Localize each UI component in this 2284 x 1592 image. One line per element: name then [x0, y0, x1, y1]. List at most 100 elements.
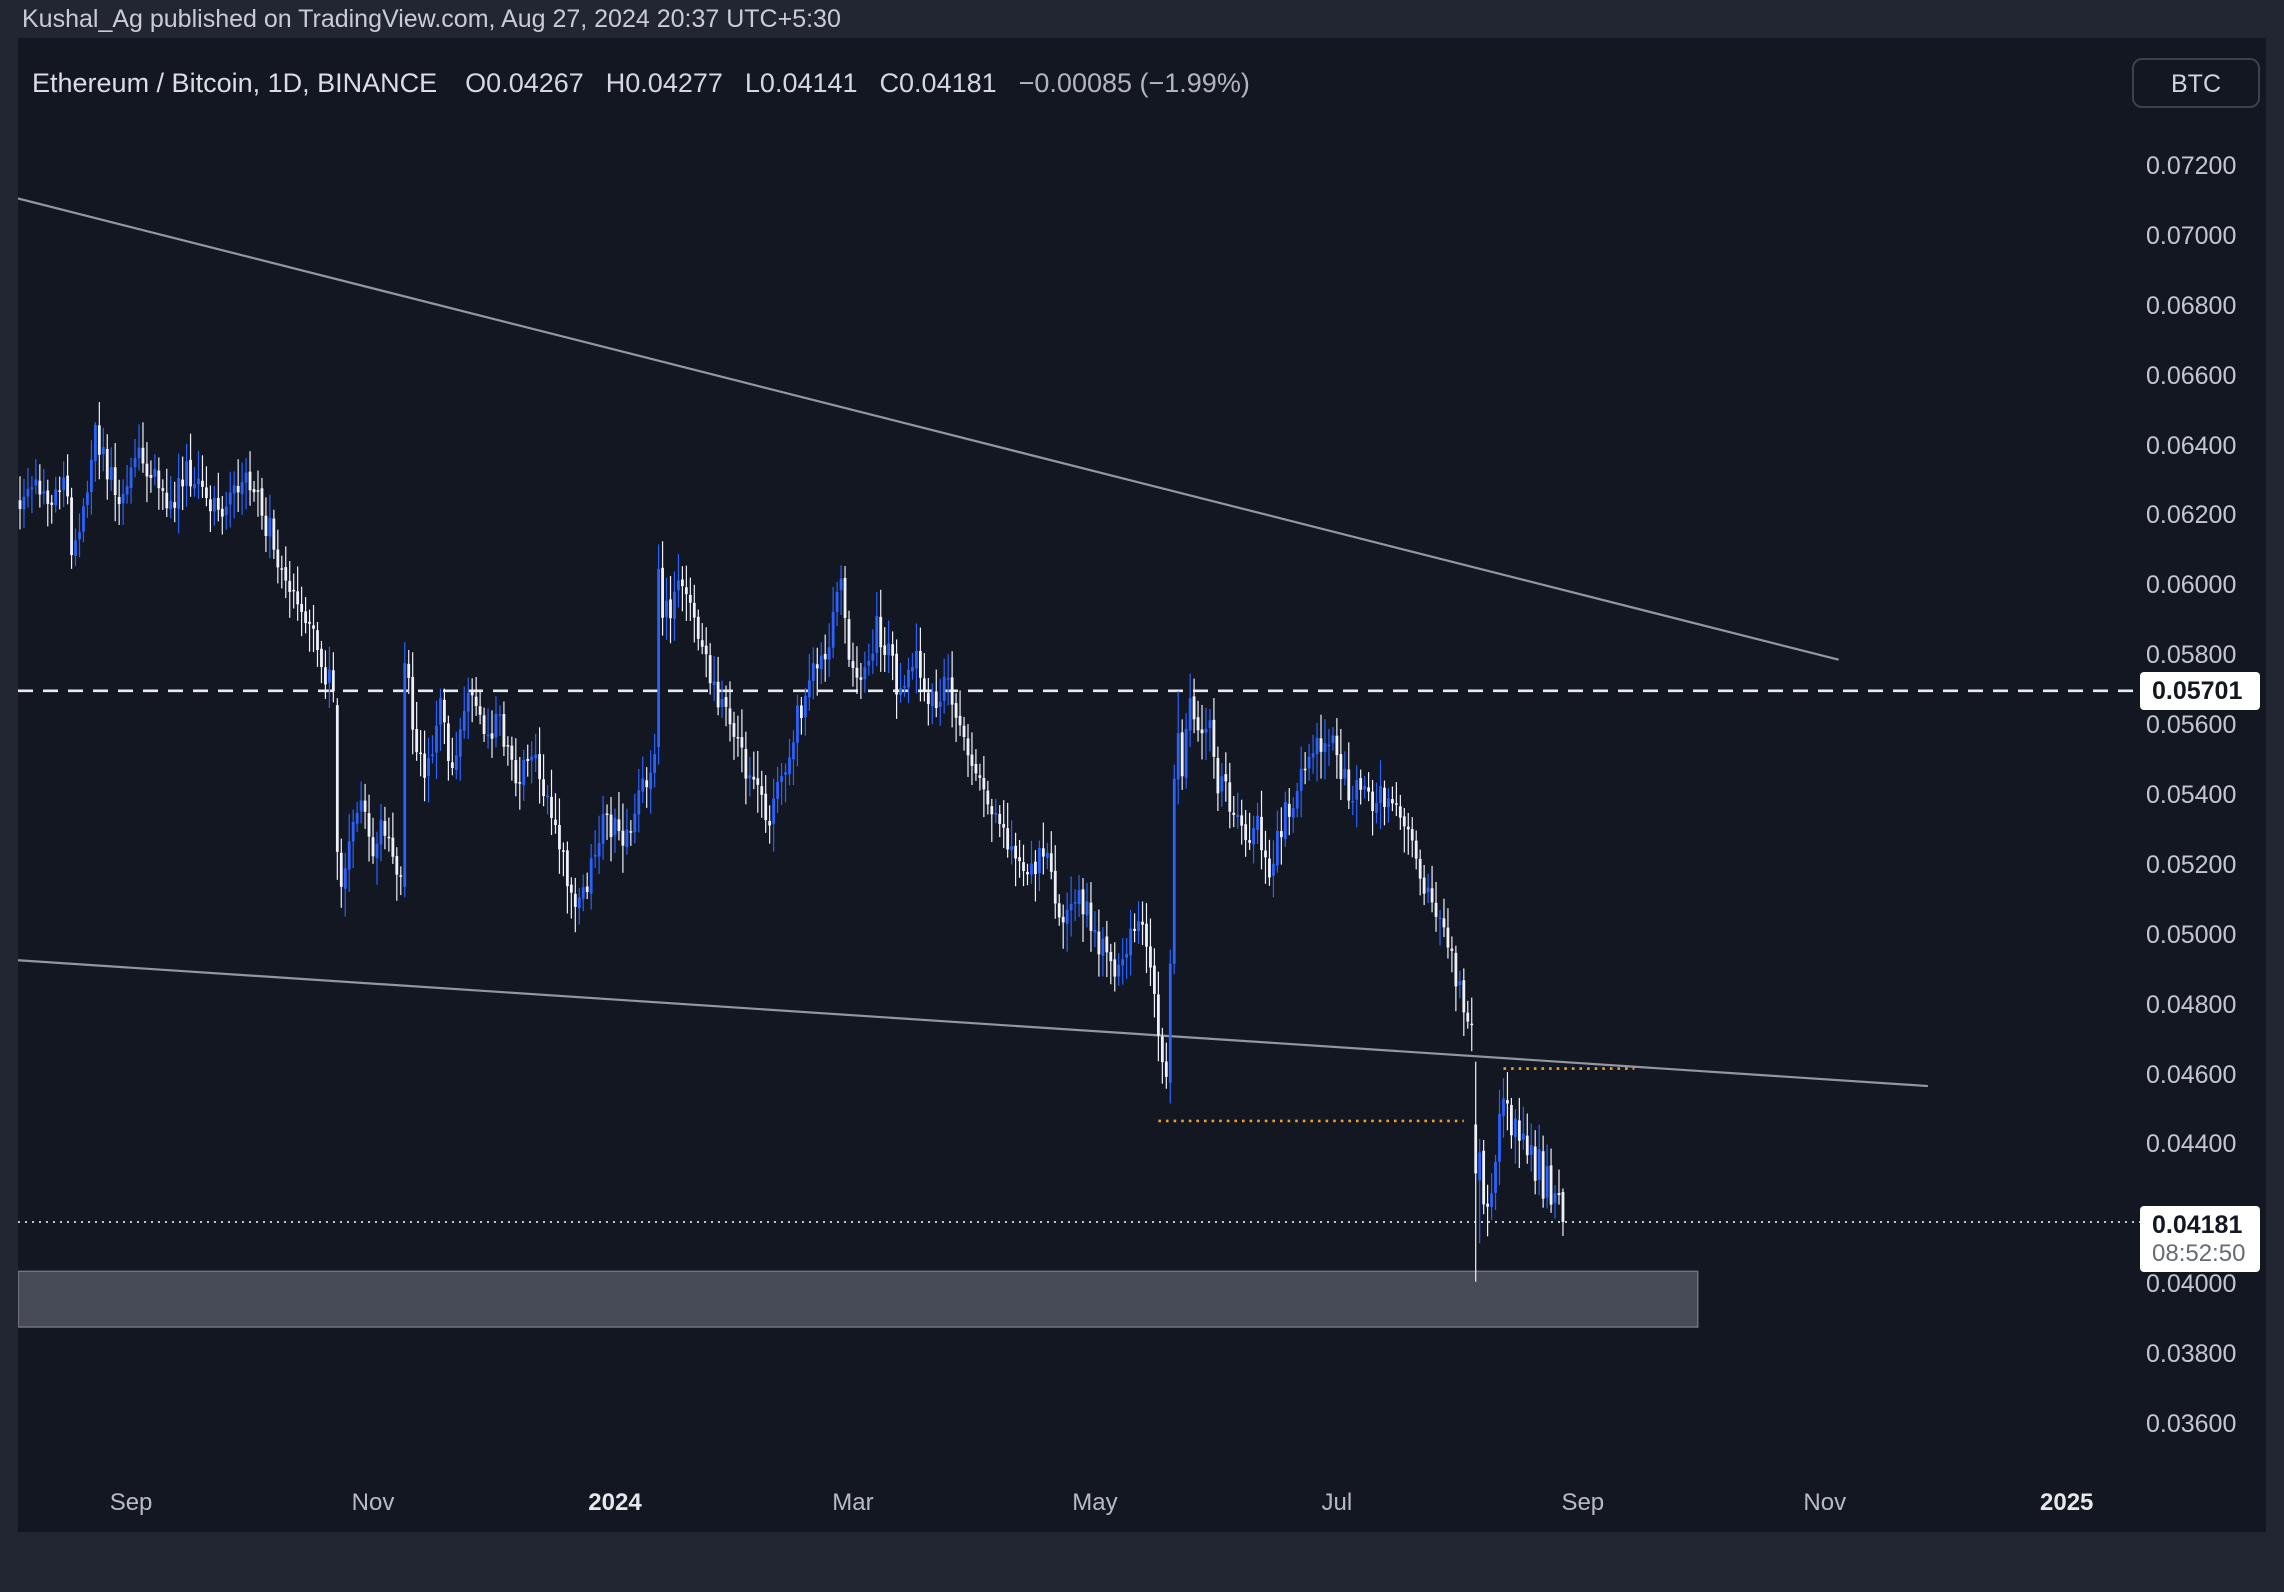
candle-body [1470, 1023, 1474, 1026]
candle-body [724, 697, 728, 707]
candle-body [462, 711, 466, 731]
candle-body [339, 852, 343, 887]
time-tick-label: Nov [351, 1489, 395, 1516]
candle-body [189, 459, 192, 487]
candle-body [208, 499, 212, 512]
candle-body [958, 715, 962, 726]
price-tick-label: 0.05200 [2146, 850, 2237, 879]
candle-body [776, 781, 780, 799]
candle-body [942, 676, 946, 701]
candle-body [205, 487, 208, 499]
candle-body [197, 478, 200, 485]
candle-body [863, 667, 867, 680]
candle-body [609, 814, 613, 838]
candle-body [696, 616, 700, 639]
candle-body [907, 669, 910, 688]
candle-body [601, 814, 605, 844]
candle-body [653, 754, 657, 773]
candle-body [720, 698, 724, 707]
candle-body [1236, 814, 1240, 817]
candle-body [930, 691, 934, 706]
candle-body [1379, 786, 1382, 804]
candle-body [224, 506, 228, 516]
candle-body [347, 841, 351, 870]
candle-body [284, 567, 288, 581]
candle-body [1454, 952, 1458, 987]
candle-body [252, 489, 256, 493]
candle-body [514, 760, 518, 784]
candle-body [665, 600, 668, 618]
candle-body [1478, 1152, 1482, 1181]
candle-body [308, 621, 311, 624]
candle-body [1466, 1012, 1470, 1022]
candle-body [466, 692, 470, 712]
candle-body [1153, 965, 1156, 994]
candle-body [375, 843, 379, 859]
candle-body [1160, 1036, 1164, 1063]
candle-body [423, 753, 426, 778]
candle-body [788, 757, 791, 775]
candle-body [363, 800, 367, 812]
candle-body [42, 491, 46, 494]
candle-body [978, 775, 982, 778]
trendline-lower-descending[interactable] [18, 959, 1928, 1088]
candle-body [815, 664, 819, 669]
candle-body [926, 692, 930, 705]
candle-body [1422, 877, 1426, 894]
candle-body [681, 579, 684, 587]
candle-body [220, 508, 224, 517]
candle-body [649, 772, 653, 790]
candle-body [387, 836, 391, 839]
trendline-upper-descending[interactable] [18, 197, 1839, 661]
candle-body [1462, 980, 1466, 1013]
candle-body [260, 488, 264, 516]
candle-body [1418, 858, 1422, 879]
publish-info-text: Kushal_Ag published on TradingView.com, … [22, 5, 841, 33]
candle-body [803, 695, 807, 718]
candle-body [272, 518, 276, 550]
candle-body [617, 819, 621, 832]
candle-body [443, 699, 446, 723]
candle-body [1398, 806, 1402, 818]
candle-body [1002, 824, 1006, 828]
candle-body [661, 567, 664, 618]
candle-body [70, 497, 73, 556]
candle-body [998, 813, 1002, 824]
ohlc-high: H0.04277 [605, 68, 723, 98]
candle-body [201, 480, 204, 487]
chart-canvas[interactable] [18, 38, 2266, 1532]
candle-body [1331, 735, 1335, 744]
candle-body [193, 484, 196, 489]
time-tick-label: Sep [109, 1489, 153, 1516]
candle-body [1208, 720, 1212, 729]
price-tick-label: 0.06400 [2146, 431, 2237, 460]
candle-body [740, 737, 744, 748]
candle-body [550, 796, 553, 818]
candle-body [1037, 847, 1041, 874]
candle-body [1557, 1193, 1561, 1196]
candle-body [58, 490, 62, 492]
candle-body [518, 782, 522, 784]
candle-body [431, 754, 434, 757]
candle-body [974, 763, 978, 774]
candle-body [1434, 902, 1438, 917]
candle-body [1049, 853, 1053, 872]
candle-body [700, 640, 704, 647]
candle-body [605, 813, 609, 816]
candle-body [558, 824, 561, 850]
candle-body [1264, 850, 1267, 858]
time-scale[interactable]: Sep Nov 2024 Mar May Jul Sep Nov 2025 [18, 1477, 2140, 1532]
change-value: −0.00085 (−1.99%) [1018, 68, 1250, 98]
candle-body [950, 677, 954, 705]
candle-body [181, 479, 185, 487]
candle-body [439, 698, 442, 725]
currency-toggle-button[interactable]: BTC [2132, 58, 2260, 108]
support-zone-rect[interactable] [18, 1270, 1699, 1328]
candle-body [1287, 803, 1291, 817]
plot-area[interactable] [18, 197, 2140, 1328]
candle-body [1240, 815, 1244, 826]
price-scale[interactable]: 0.07200 0.07000 0.06800 0.06600 0.06400 0.062… [2140, 38, 2266, 1477]
candle-body [704, 645, 708, 655]
candle-body [784, 772, 787, 775]
candle-body [292, 589, 296, 592]
